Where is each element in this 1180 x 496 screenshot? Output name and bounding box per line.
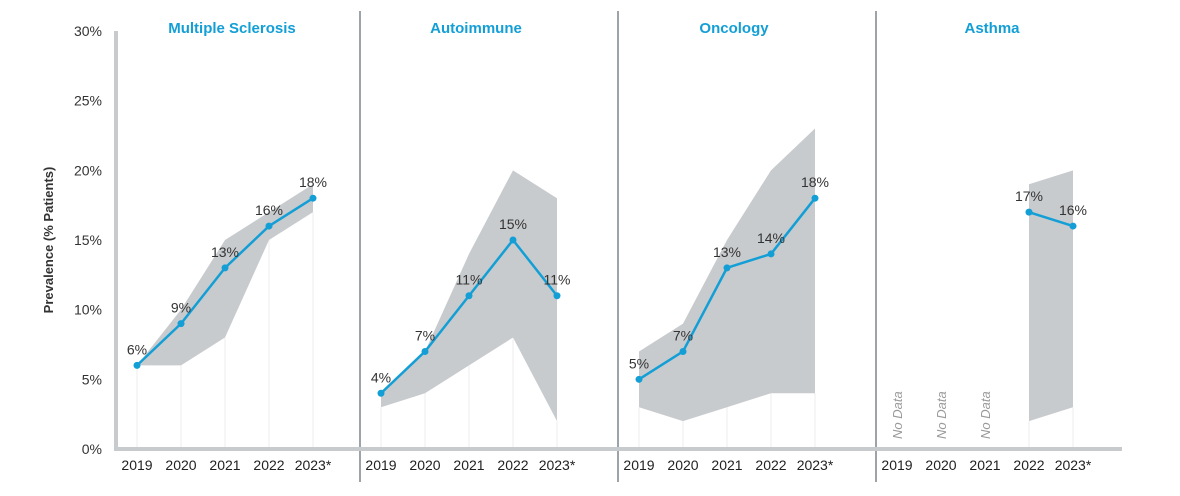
y-tick-label: 25%	[74, 93, 102, 109]
x-tick-label: 2020	[409, 457, 440, 473]
x-tick-label: 2022	[755, 457, 786, 473]
x-tick-label: 2022	[1013, 457, 1044, 473]
data-point	[1069, 222, 1077, 230]
data-label: 13%	[211, 244, 239, 260]
data-point	[177, 320, 185, 328]
data-label: 11%	[544, 272, 571, 288]
data-label: 4%	[371, 369, 391, 385]
x-tick-label: 2021	[453, 457, 484, 473]
panel-title: Autoimmune	[430, 20, 522, 37]
x-tick-label: 2019	[623, 457, 654, 473]
y-tick-label: 30%	[74, 23, 102, 39]
data-point	[265, 222, 273, 230]
data-point	[767, 250, 775, 258]
data-point	[465, 292, 473, 300]
data-label: 13%	[713, 244, 741, 260]
y-tick-label: 20%	[74, 162, 102, 178]
data-label: 5%	[629, 355, 649, 371]
data-label: 18%	[801, 174, 829, 190]
data-point	[1025, 208, 1033, 216]
data-point	[679, 347, 687, 355]
data-label: 14%	[757, 230, 785, 246]
data-point	[811, 194, 819, 202]
data-point	[553, 292, 561, 300]
x-tick-label: 2020	[925, 457, 956, 473]
data-point	[635, 375, 643, 383]
data-label: 18%	[299, 174, 327, 190]
y-tick-label: 15%	[74, 232, 102, 248]
y-tick-label: 0%	[82, 441, 102, 457]
no-data-label: No Data	[934, 391, 949, 439]
y-tick-label: 5%	[82, 371, 102, 387]
x-tick-label: 2023*	[797, 457, 834, 473]
panel-title: Multiple Sclerosis	[168, 20, 296, 37]
data-label: 15%	[499, 216, 527, 232]
x-tick-label: 2019	[881, 457, 912, 473]
data-point	[723, 264, 731, 272]
x-tick-label: 2021	[969, 457, 1000, 473]
data-point	[509, 236, 517, 244]
data-label: 16%	[255, 202, 283, 218]
data-label: 9%	[171, 300, 191, 316]
data-label: 6%	[127, 341, 147, 357]
x-tick-label: 2020	[165, 457, 196, 473]
y-axis-label: Prevalence (% Patients)	[41, 167, 56, 314]
range-band	[1029, 170, 1073, 422]
x-tick-label: 2021	[711, 457, 742, 473]
x-tick-label: 2022	[497, 457, 528, 473]
x-tick-label: 2019	[121, 457, 152, 473]
data-point	[133, 361, 141, 369]
series-line	[1028, 210, 1074, 228]
no-data-label: No Data	[890, 391, 905, 439]
x-tick-label: 2020	[667, 457, 698, 473]
data-label: 11%	[456, 272, 483, 288]
x-tick-label: 2019	[365, 457, 396, 473]
x-tick-label: 2023*	[539, 457, 576, 473]
data-label: 7%	[673, 327, 693, 343]
data-label: 16%	[1059, 202, 1087, 218]
data-point	[421, 347, 429, 355]
panel-title: Asthma	[964, 20, 1020, 37]
data-point	[221, 264, 229, 272]
no-data-label: No Data	[978, 391, 993, 439]
x-tick-label: 2021	[209, 457, 240, 473]
data-point	[377, 389, 385, 397]
y-tick-label: 10%	[74, 302, 102, 318]
x-tick-label: 2022	[253, 457, 284, 473]
data-label: 7%	[415, 327, 435, 343]
data-point	[309, 194, 317, 202]
x-tick-label: 2023*	[295, 457, 332, 473]
range-band	[639, 128, 815, 422]
panel-title: Oncology	[699, 20, 769, 37]
x-tick-label: 2023*	[1055, 457, 1092, 473]
data-label: 17%	[1015, 188, 1043, 204]
